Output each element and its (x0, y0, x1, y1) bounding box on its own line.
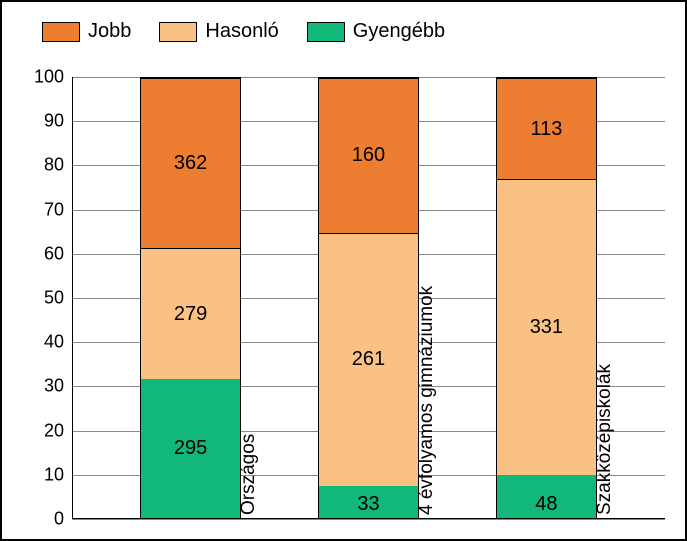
bar: 33 261 160 (318, 77, 419, 519)
bar-group: 48 331 113 (496, 77, 597, 519)
bar: 295 279 362 (140, 77, 241, 519)
bar: 48 331 113 (496, 77, 597, 519)
bar-value-label: 331 (530, 316, 563, 339)
bar-value-label: 113 (530, 118, 562, 141)
legend-item-hasonlo: Hasonló (159, 20, 278, 43)
bar-value-label: 279 (174, 303, 207, 326)
bar-segment-jobb: 160 (319, 78, 418, 233)
y-tick: 100 (34, 67, 64, 88)
category-label: Szakközépiskolák (594, 364, 616, 515)
bar-segment-hasonlo: 261 (319, 233, 418, 486)
grid-line (72, 519, 665, 520)
bar-value-label: 48 (535, 493, 557, 518)
legend-label-gyengebb: Gyengébb (353, 20, 445, 43)
y-tick: 90 (44, 111, 64, 132)
bar-value-label: 33 (357, 493, 379, 518)
legend-label-jobb: Jobb (88, 20, 131, 43)
y-tick: 30 (44, 376, 64, 397)
bar-segment-gyengebb: 295 (141, 379, 240, 518)
legend-label-hasonlo: Hasonló (205, 20, 278, 43)
bar-segment-gyengebb: 48 (497, 475, 596, 518)
category-label: Országos (238, 433, 260, 514)
y-tick: 60 (44, 243, 64, 264)
legend-swatch-gyengebb (307, 22, 345, 42)
bar-segment-gyengebb: 33 (319, 486, 418, 518)
bar-segment-jobb: 113 (497, 78, 596, 179)
plot-area: 0102030405060708090100 295279362Országos… (72, 77, 665, 519)
legend-swatch-hasonlo (159, 22, 197, 42)
bar-segment-hasonlo: 331 (497, 179, 596, 475)
y-tick: 20 (44, 420, 64, 441)
bar-segment-hasonlo: 279 (141, 248, 240, 379)
category-label: 4 évfolyamos gimnáziumok (416, 285, 438, 514)
legend-item-jobb: Jobb (42, 20, 131, 43)
legend-swatch-jobb (42, 22, 80, 42)
y-tick: 0 (54, 509, 64, 530)
bar-value-label: 295 (174, 437, 207, 460)
bar-group: 33 261 160 (318, 77, 419, 519)
y-tick: 40 (44, 332, 64, 353)
chart-container: Jobb Hasonló Gyengébb 0 10 20 30 40 50 60 70 80 9… (0, 0, 687, 541)
y-tick: 70 (44, 199, 64, 220)
bar-value-label: 160 (352, 144, 385, 167)
bar-segment-jobb: 362 (141, 78, 240, 248)
bar-value-label: 362 (174, 152, 207, 175)
legend-item-gyengebb: Gyengébb (307, 20, 445, 43)
y-tick: 10 (44, 464, 64, 485)
bar-group: 295 279 362 (140, 77, 241, 519)
legend: Jobb Hasonló Gyengébb (42, 20, 445, 43)
bar-value-label: 261 (352, 348, 385, 371)
bars-holder: 295 279 362 Országos 33 261 160 4 évfolyamos gi… (72, 77, 665, 519)
y-tick: 50 (44, 288, 64, 309)
y-tick: 80 (44, 155, 64, 176)
